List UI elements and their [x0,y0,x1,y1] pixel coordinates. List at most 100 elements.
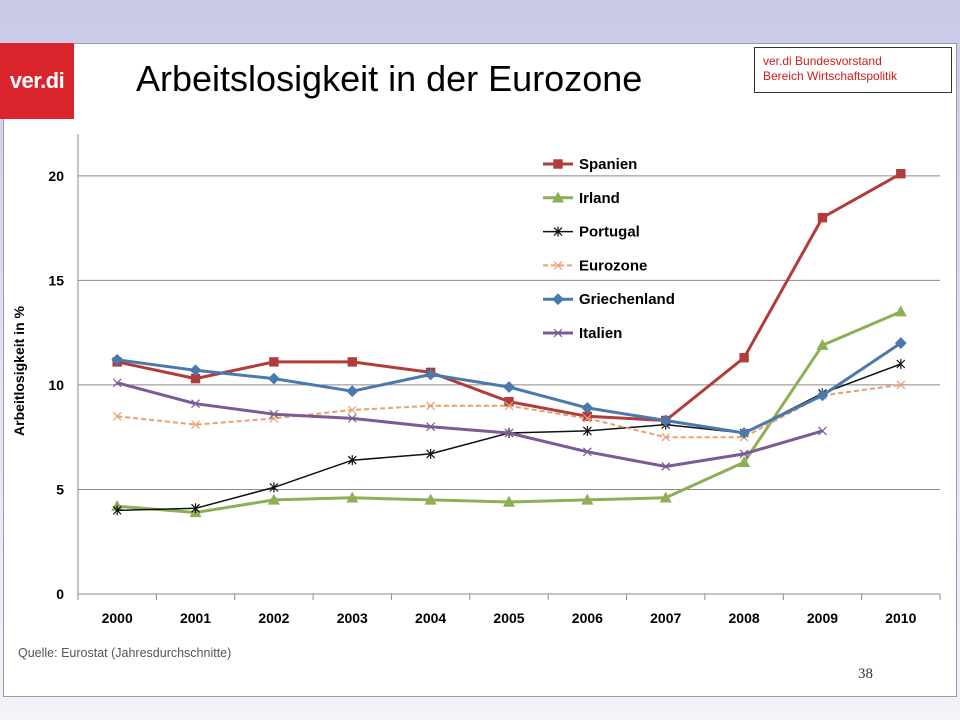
data-point [553,328,563,338]
y-tick-label: 5 [56,481,64,497]
data-point [553,260,563,270]
data-point [581,402,594,414]
x-tick-label: 2000 [102,610,133,626]
legend-label: Spanien [579,156,637,173]
data-point [896,380,906,390]
x-tick-label: 2009 [807,610,838,626]
data-point [894,337,907,349]
legend-label: Italien [579,325,622,342]
x-tick-label: 2007 [650,610,681,626]
verdi-logo: ver.di [0,43,74,119]
legend-item: Irland [543,190,620,207]
data-point [817,212,828,223]
data-point [111,353,124,366]
data-point [504,396,514,407]
data-point [347,405,357,415]
series-griechenland [111,337,907,439]
legend-label: Eurozone [579,257,647,274]
series-line [116,381,823,468]
series-layer [111,169,907,518]
y-tick-label: 15 [48,272,64,288]
x-tick-label: 2002 [258,610,289,626]
data-point [552,293,564,306]
data-point [426,422,436,432]
data-point [504,401,514,411]
data-point [424,368,437,381]
data-point [738,456,751,467]
logo-text: ver.di [9,68,65,93]
x-tick-label: 2008 [729,610,760,626]
organization-info-box: ver.di Bundesvorstand Bereich Wirtschaft… [754,47,952,93]
legend-item: Portugal [543,224,640,241]
legend-label: Griechenland [579,291,675,308]
info-line-2: Bereich Wirtschaftspolitik [763,69,898,83]
data-point [896,169,906,179]
data-point [189,364,202,377]
y-tick-label: 10 [48,377,64,393]
data-point [112,378,122,388]
x-tick-label: 2010 [885,610,916,626]
data-point [816,389,829,402]
grid-layer [78,175,940,490]
y-axis-label: Arbeitlosigkeit in % [11,305,27,435]
data-point [191,420,200,430]
data-point [582,425,592,436]
data-point [191,399,200,409]
y-tick-label: 20 [48,168,64,184]
data-point [738,427,750,439]
legend-item: Eurozone [543,257,647,274]
legend-label: Portugal [579,224,640,241]
data-point [346,491,359,503]
data-point [426,448,436,459]
data-point [739,449,749,459]
data-point [661,432,671,442]
data-point [347,413,357,423]
x-tick-label: 2004 [415,610,446,626]
data-point [191,503,200,514]
page-title: Arbeitslosigkeit in der Eurozone [136,58,643,99]
series-line [117,310,902,514]
y-tick-label: 0 [56,586,64,602]
source-note: Quelle: Eurostat (Jahresdurchschnitte) [18,646,232,660]
data-point [268,372,280,385]
data-point [659,491,672,503]
x-tick-label: 2005 [493,610,524,626]
legend-label: Irland [579,190,620,207]
data-point [347,455,357,466]
data-point [553,159,563,169]
legend-item: Spanien [543,156,637,173]
data-point [661,462,671,471]
data-point [269,357,279,367]
x-tick-label: 2006 [572,610,603,626]
legend-item: Italien [543,325,622,342]
data-point [896,359,906,369]
data-point [504,428,514,438]
data-point [346,385,359,398]
data-point [112,411,122,421]
series-italien [112,378,827,471]
info-line-1: ver.di Bundesvorstand [763,54,882,68]
data-point [582,447,592,457]
data-point [267,493,280,505]
data-point [269,409,279,419]
data-point [112,505,122,516]
data-point [894,305,907,317]
axis-layer: 0 5 10 15 20 2000 2001 2002 2003 2004 2005 2006 2007… [48,134,941,626]
page-number: 38 [858,666,873,682]
data-point [426,401,436,411]
legend-item: Griechenland [543,291,675,308]
data-point [502,495,516,507]
x-tick-label: 2001 [180,610,211,626]
data-point [503,381,515,393]
data-point [818,426,827,436]
x-tick-label: 2003 [337,610,368,626]
data-point [551,191,565,203]
data-point [553,226,563,237]
data-point [816,338,829,350]
data-point [659,414,672,427]
legend-layer: Spanien Irland Portugal Eurozone Griechenlan… [543,156,675,342]
data-point [739,353,749,363]
data-point [347,357,357,367]
data-point [582,413,592,423]
